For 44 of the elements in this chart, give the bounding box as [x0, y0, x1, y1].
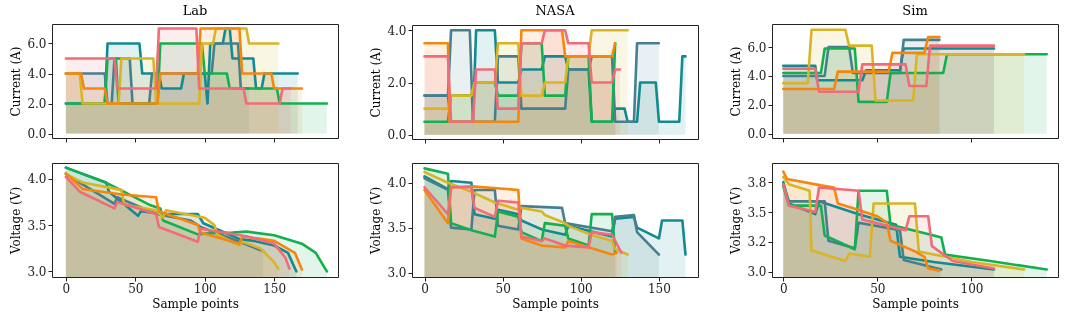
- x-tick-label: 50: [870, 281, 886, 296]
- y-tick-label: 3.5: [387, 221, 407, 236]
- y-tick-label: 4.0: [27, 67, 47, 81]
- y-axis-title: Current (A): [369, 47, 384, 118]
- y-tick-label: 2.0: [387, 76, 407, 91]
- x-tick-label: 100: [569, 281, 593, 296]
- chart-title: NASA: [535, 3, 576, 19]
- y-axis-title: Voltage (V): [729, 186, 744, 256]
- y-tick-label: 3.2: [747, 235, 767, 250]
- x-tick-label: 0: [421, 281, 429, 296]
- y-axis-title: Current (A): [729, 46, 744, 117]
- y-tick-label: 4.0: [27, 172, 47, 187]
- y-tick-label: 3.0: [27, 264, 47, 279]
- x-tick-label: 150: [647, 281, 671, 296]
- x-tick-label: 50: [495, 281, 511, 296]
- y-tick-label: 3.0: [387, 266, 407, 281]
- y-tick-label: 4.0: [747, 69, 767, 84]
- x-tick-label: 100: [193, 281, 217, 296]
- y-tick-label: 0.0: [747, 127, 767, 142]
- y-tick-label: 4.0: [387, 23, 407, 38]
- y-tick-label: 2.0: [747, 98, 767, 113]
- y-axis-title: Voltage (V): [369, 186, 384, 256]
- y-tick-label: 2.0: [27, 97, 47, 111]
- y-tick-label: 0.0: [27, 127, 47, 141]
- y-tick-label: 4.0: [387, 176, 407, 191]
- chart-title: Lab: [182, 3, 208, 18]
- y-tick-label: 3.5: [747, 205, 767, 220]
- x-axis-title: Sample points: [512, 296, 599, 311]
- x-axis-title: Sample points: [152, 296, 239, 311]
- y-tick-label: 6.0: [27, 37, 47, 51]
- x-tick-label: 100: [960, 281, 984, 296]
- y-tick-label: 3.0: [747, 265, 767, 280]
- y-tick-label: 3.8: [747, 175, 767, 190]
- y-axis-title: Voltage (V): [9, 186, 24, 256]
- x-tick-label: 50: [128, 281, 144, 296]
- y-tick-label: 6.0: [747, 40, 767, 55]
- x-axis-title: Sample points: [872, 296, 959, 311]
- y-tick-label: 0.0: [387, 128, 407, 143]
- x-tick-label: 0: [62, 281, 71, 296]
- x-tick-label: 150: [263, 281, 287, 296]
- y-axis-title: Current (A): [9, 46, 24, 117]
- chart-title: Sim: [902, 3, 928, 18]
- x-tick-label: 0: [779, 281, 788, 296]
- y-tick-label: 3.5: [27, 218, 47, 233]
